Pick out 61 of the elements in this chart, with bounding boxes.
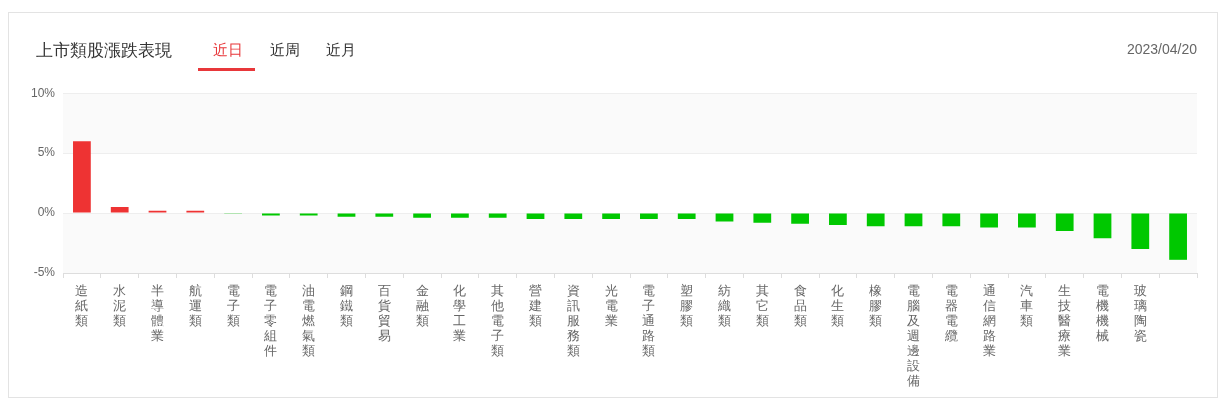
x-tick-label: 半導體業 [151, 283, 164, 343]
x-tick-label: 造紙類 [75, 283, 89, 328]
bar [1093, 213, 1112, 239]
x-tick-label: 塑膠類 [680, 283, 694, 328]
text: 近月 [326, 41, 356, 60]
x-tick-label: 食品類 [793, 283, 807, 328]
y-tick-label: 0% [37, 205, 56, 220]
x-tick-label: 百貨貿易 [377, 283, 391, 343]
x-tick-label: 電子類 [226, 283, 240, 328]
bar [1169, 213, 1187, 260]
bar [1131, 213, 1150, 250]
x-tick-label: 其他電子類 [491, 283, 505, 358]
x-tick-label: 水泥類 [113, 283, 127, 328]
x-tick-label: 生技醫療業 [1057, 283, 1072, 358]
bar [904, 213, 923, 227]
x-tick-label: 電腦及週邊設備 [907, 283, 920, 388]
y-tick-label: -5% [33, 265, 56, 280]
bar [829, 213, 847, 226]
bar [564, 213, 583, 220]
x-tick-label: 汽車類 [1020, 283, 1034, 328]
x-tick-label: 電器電纜 [943, 283, 958, 343]
x-tick-label: 電子通路類 [642, 283, 656, 358]
bar [791, 213, 809, 224]
bar [488, 213, 507, 218]
bar [337, 213, 356, 217]
text: 近周 [269, 41, 300, 60]
x-tick-label: 玻璃陶瓷 [1133, 283, 1147, 343]
bar [1018, 213, 1036, 228]
chart-title: 上市類股漲跌表現 [36, 40, 172, 62]
bar [413, 213, 431, 218]
chart-subtitle: 2023/04/20 [1126, 41, 1197, 57]
bar [677, 213, 696, 220]
x-tick-label: 航運類 [188, 283, 202, 328]
x-tick-label: 金融類 [415, 283, 429, 328]
x-tick-label: 光電業 [604, 283, 618, 328]
x-tick-label: 紡織類 [717, 283, 731, 328]
y-tick-label: 10% [30, 85, 56, 100]
bar [451, 213, 469, 218]
x-tick-label: 電機機械 [1096, 283, 1109, 343]
bar [110, 207, 129, 213]
x-tick-label: 油電燃氣類 [302, 283, 316, 358]
bar [753, 213, 772, 223]
x-tick-label: 橡膠類 [869, 283, 883, 328]
bar [1055, 213, 1074, 232]
bar [640, 213, 658, 220]
x-tick-label: 資訊服務類 [566, 283, 580, 358]
x-tick-label: 通信網路業 [981, 283, 996, 358]
bar [866, 213, 885, 227]
x-tick-label: 其它類 [755, 283, 769, 328]
x-tick-label: 化生類 [831, 283, 845, 328]
bar [980, 213, 998, 228]
y-tick-label: 5% [37, 145, 56, 160]
text: 近日 [213, 41, 243, 60]
x-tick-label: 化學工業 [453, 283, 467, 343]
x-tick-label: 鋼鐵類 [340, 283, 353, 328]
x-tick-label: 營建類 [528, 283, 542, 328]
bar [375, 213, 394, 217]
x-tick-label: 電子零組件 [263, 283, 278, 358]
bar [73, 141, 91, 213]
bar [602, 213, 620, 220]
bar [942, 213, 961, 227]
